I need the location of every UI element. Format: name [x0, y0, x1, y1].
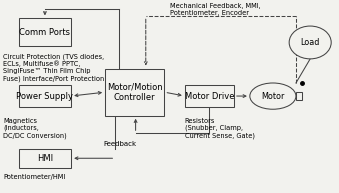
FancyBboxPatch shape [296, 92, 302, 100]
Circle shape [250, 83, 296, 109]
Text: HMI: HMI [37, 154, 53, 163]
FancyBboxPatch shape [185, 85, 234, 107]
Text: Motor/Motion
Controller: Motor/Motion Controller [107, 82, 163, 102]
Text: Power Supply: Power Supply [16, 91, 74, 101]
FancyBboxPatch shape [105, 69, 164, 116]
Text: Motor: Motor [261, 92, 284, 101]
FancyBboxPatch shape [19, 85, 71, 107]
Text: Potentiometer/HMI: Potentiometer/HMI [3, 174, 66, 180]
Text: Load: Load [300, 38, 320, 47]
FancyBboxPatch shape [19, 18, 71, 46]
Text: Feedback: Feedback [104, 141, 137, 147]
Text: Comm Ports: Comm Ports [19, 28, 71, 37]
Text: Magnetics
(Inductors,
DC/DC Conversion): Magnetics (Inductors, DC/DC Conversion) [3, 118, 67, 139]
Text: Motor Drive: Motor Drive [184, 91, 234, 101]
Text: Mechanical Feedback, MMI,
Potentiometer, Encoder: Mechanical Feedback, MMI, Potentiometer,… [170, 3, 260, 16]
Text: Resistors
(Snubber, Clamp,
Current Sense, Gate): Resistors (Snubber, Clamp, Current Sense… [185, 118, 255, 139]
Text: Circuit Protection (TVS diodes,
ECLs, Multifuse® PPTC,
SinglFuse™ Thin Film Chip: Circuit Protection (TVS diodes, ECLs, Mu… [3, 53, 105, 82]
FancyBboxPatch shape [19, 149, 71, 168]
Ellipse shape [289, 26, 331, 59]
